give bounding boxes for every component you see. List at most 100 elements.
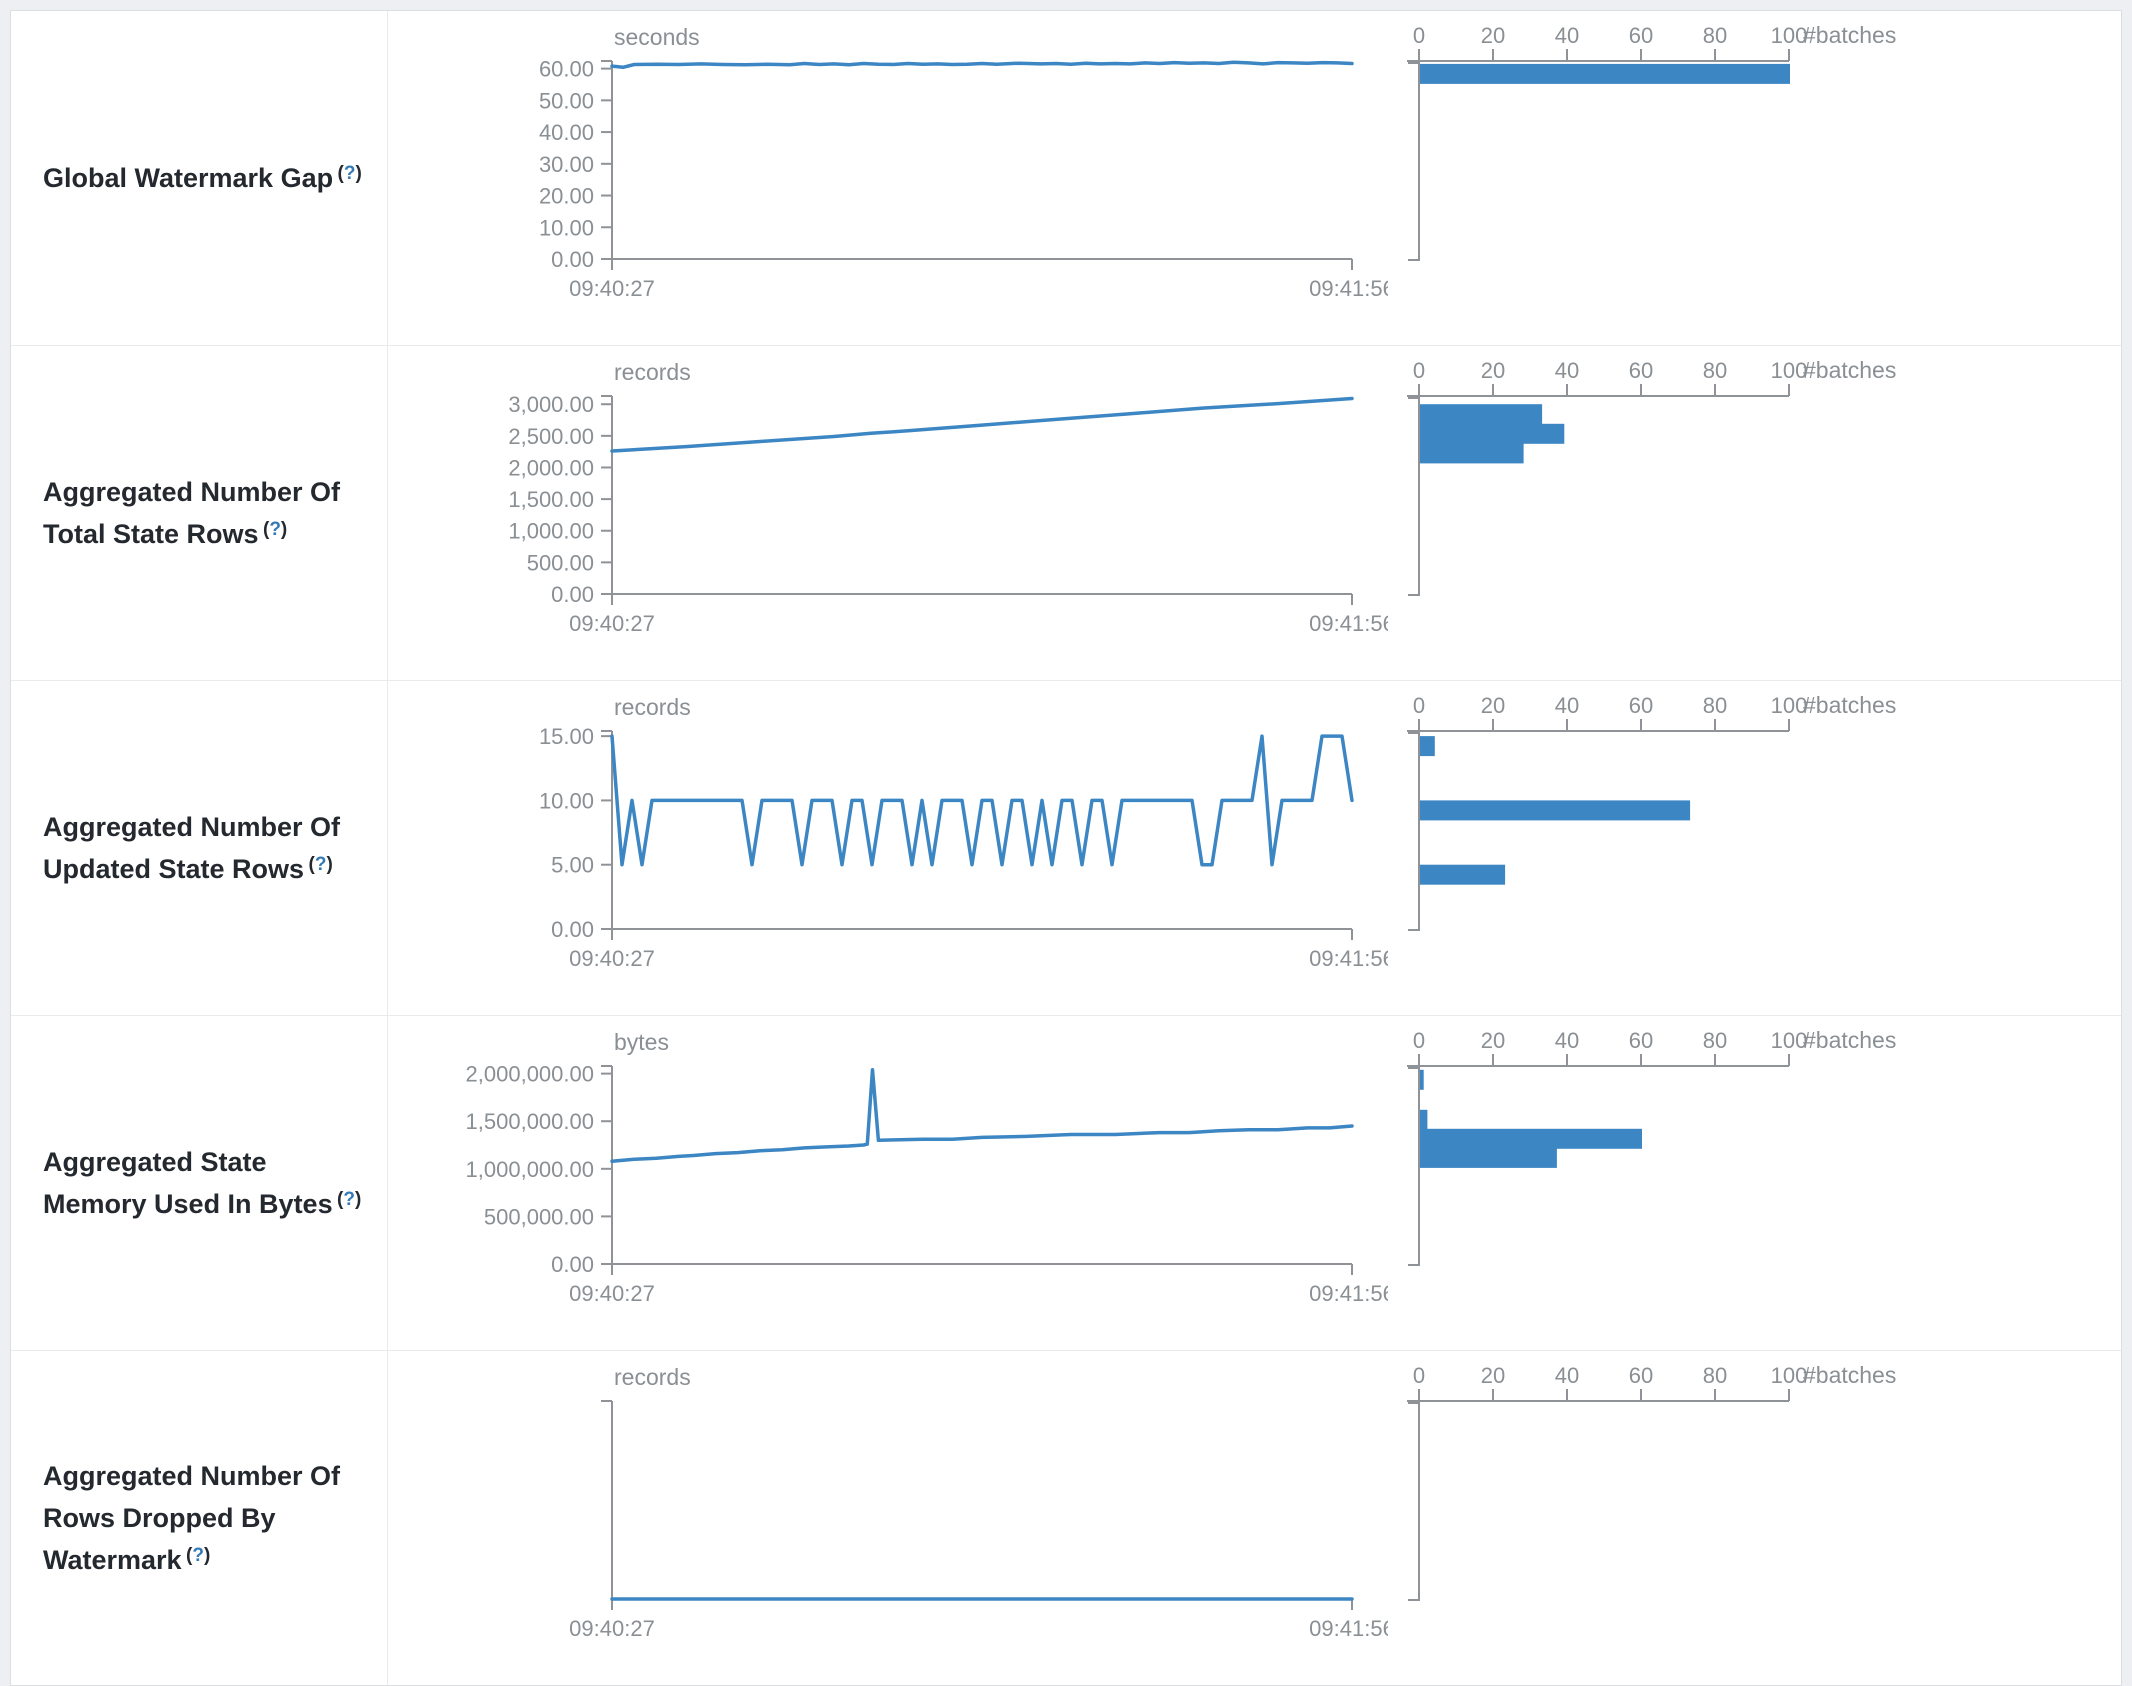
timeline-chart: bytes 2,000,000.00 1,500,000.00 1,000,000.0…	[466, 1029, 1388, 1306]
x-end-label: 09:41:56	[1309, 611, 1388, 636]
y-tick-label: 30.00	[539, 152, 594, 177]
help-question-icon: ?	[192, 1545, 204, 1566]
histogram-bar	[1420, 1128, 1642, 1149]
y-tick-label: 5.00	[551, 853, 594, 878]
hist-tick-label: 40	[1555, 693, 1579, 718]
metric-title-wrap: Aggregated State Memory Used In Bytes (?…	[43, 1141, 369, 1225]
y-tick-label: 40.00	[539, 120, 594, 145]
hist-tick-label: 0	[1413, 1028, 1425, 1053]
hist-tick-label: 40	[1555, 1028, 1579, 1053]
help-link[interactable]: (?)	[338, 163, 362, 184]
hist-tick-label: 40	[1555, 1363, 1579, 1388]
metric-label-cell: Aggregated State Memory Used In Bytes (?…	[11, 1016, 388, 1350]
help-link[interactable]: (?)	[309, 854, 333, 875]
hist-tick-label: 20	[1481, 1028, 1505, 1053]
histogram-chart: 0 20 40 60 80 100#batches	[1407, 357, 1896, 596]
y-tick-label: 3,000.00	[508, 392, 594, 417]
metric-row-updated-state-rows: Aggregated Number Of Updated State Rows …	[11, 681, 2121, 1016]
y-tick-label: 1,000.00	[508, 519, 594, 544]
metric-label-cell: Global Watermark Gap (?)	[11, 11, 388, 345]
hist-tick-label: 60	[1629, 693, 1653, 718]
timeline-line	[610, 734, 1354, 867]
hist-tick-label: 40	[1555, 358, 1579, 383]
y-tick-label: 2,000.00	[508, 455, 594, 480]
metric-label-cell: Aggregated Number Of Total State Rows (?…	[11, 346, 388, 680]
hist-tick-label: 0	[1413, 693, 1425, 718]
y-tick-label: 0.00	[551, 582, 594, 607]
hist-tick-label: 60	[1629, 1363, 1653, 1388]
y-tick-label: 15.00	[539, 724, 594, 749]
hist-tick-label: 20	[1481, 358, 1505, 383]
x-end-label: 09:41:56	[1309, 1616, 1388, 1641]
histogram-chart: 0 20 40 60 80 100#batches	[1407, 1362, 1896, 1601]
histogram-bar	[1420, 63, 1790, 84]
y-tick-label: 50.00	[539, 88, 594, 113]
y-tick-label: 0.00	[551, 917, 594, 942]
help-link[interactable]: (?)	[337, 1189, 361, 1210]
x-start-label: 09:40:27	[569, 276, 655, 301]
hist-tick-label: 100	[1771, 693, 1808, 718]
timeline-line	[610, 1068, 1354, 1163]
batches-label: #batches	[1803, 357, 1896, 383]
metric-label-cell: Aggregated Number Of Updated State Rows …	[11, 681, 388, 1015]
hist-tick-label: 60	[1629, 23, 1653, 48]
x-end-label: 09:41:56	[1309, 1281, 1388, 1306]
metric-title: Aggregated Number Of Total State Rows	[43, 477, 341, 549]
y-tick-label: 0.00	[551, 247, 594, 272]
hist-tick-label: 0	[1413, 358, 1425, 383]
batches-label: #batches	[1803, 22, 1896, 48]
y-tick-label: 10.00	[539, 788, 594, 813]
metric-label-cell: Aggregated Number Of Rows Dropped By Wat…	[11, 1351, 388, 1685]
help-link[interactable]: (?)	[263, 519, 287, 540]
y-tick-label: 0.00	[551, 1252, 594, 1277]
histogram-bar	[1420, 404, 1543, 425]
help-question-icon: ?	[314, 854, 327, 875]
y-tick-label: 2,000,000.00	[466, 1062, 594, 1087]
hist-tick-label: 100	[1771, 358, 1808, 383]
batches-label: #batches	[1803, 692, 1896, 718]
hist-tick-label: 100	[1771, 23, 1808, 48]
histogram-bar	[1420, 1069, 1424, 1090]
hist-tick-label: 20	[1481, 23, 1505, 48]
chart-cell: records 15.00 10.00 5.00 0.00 09:40:27 09:41:5…	[388, 681, 2121, 1015]
metric-title-wrap: Global Watermark Gap (?)	[43, 157, 369, 199]
metric-row-global-watermark-gap: Global Watermark Gap (?) seconds 60.00 50.…	[11, 11, 2121, 346]
timeline-chart: seconds 60.00 50.00 40.00 30.00 20.00 10.00 0.0…	[539, 24, 1388, 301]
hist-tick-label: 20	[1481, 693, 1505, 718]
metric-title: Aggregated Number Of Rows Dropped By Wat…	[43, 1461, 341, 1575]
help-paren-close: )	[326, 854, 333, 875]
batches-label: #batches	[1803, 1027, 1896, 1053]
hist-tick-label: 80	[1703, 23, 1727, 48]
help-paren-close: )	[280, 519, 288, 540]
timeline-chart: records 09:40:27 09:41:56	[569, 1364, 1388, 1641]
hist-tick-label: 60	[1629, 358, 1653, 383]
histogram-bar	[1420, 800, 1691, 821]
histogram-chart: 0 20 40 60 80 100#batches	[1407, 22, 1896, 261]
metric-title: Global Watermark Gap	[43, 163, 334, 193]
chart-cell: records 3,000.00 2,500.00 2,000.00 1,500.00 1…	[388, 346, 2121, 680]
x-start-label: 09:40:27	[569, 611, 655, 636]
y-tick-label: 500,000.00	[484, 1204, 594, 1229]
hist-tick-label: 100	[1771, 1363, 1808, 1388]
x-end-label: 09:41:56	[1309, 276, 1388, 301]
metric-title-wrap: Aggregated Number Of Total State Rows (?…	[43, 471, 369, 555]
metric-title-wrap: Aggregated Number Of Rows Dropped By Wat…	[43, 1455, 369, 1581]
help-paren-close: )	[355, 163, 362, 184]
histogram-chart: 0 20 40 60 80 100#batches	[1407, 1027, 1896, 1266]
batches-label: #batches	[1803, 1362, 1896, 1388]
hist-tick-label: 60	[1629, 1028, 1653, 1053]
histogram-bar	[1420, 443, 1524, 464]
help-link[interactable]: (?)	[186, 1545, 210, 1566]
metric-title-wrap: Aggregated Number Of Updated State Rows …	[43, 806, 369, 890]
help-question-icon: ?	[343, 1189, 355, 1210]
y-tick-label: 1,500.00	[508, 487, 594, 512]
help-paren-open: (	[308, 854, 315, 875]
help-question-icon: ?	[343, 163, 356, 184]
chart-cell: seconds 60.00 50.00 40.00 30.00 20.00 10.00 0.0…	[388, 11, 2121, 345]
chart-cell: records 09:40:27 09:41:56 0 20 40 60 80 100 #bat…	[388, 1351, 2121, 1685]
y-tick-label: 500.00	[527, 550, 594, 575]
hist-tick-label: 80	[1703, 358, 1727, 383]
hist-tick-label: 100	[1771, 1028, 1808, 1053]
y-tick-label: 2,500.00	[508, 424, 594, 449]
